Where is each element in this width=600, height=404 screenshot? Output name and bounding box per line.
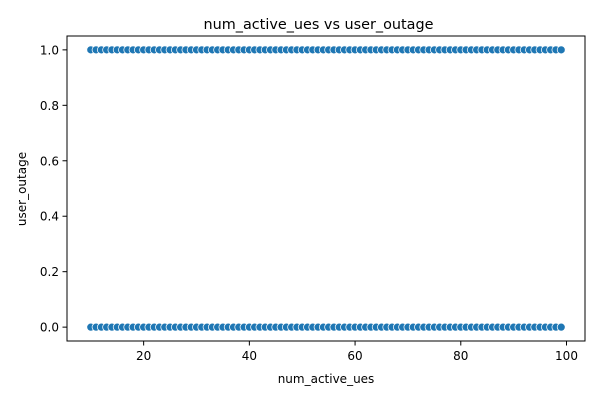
points-layer [86, 45, 566, 332]
scatter-point [556, 45, 566, 55]
ticks-layer: 20 40 60 80 100 0.0 0.2 0.4 0.6 0.8 1.0 [40, 43, 578, 363]
y-tick-label: 0.4 [40, 210, 59, 224]
y-tick-label: 0.2 [40, 265, 59, 279]
y-axis-label: user_outage [15, 152, 29, 226]
y-tick-label: 1.0 [40, 43, 59, 57]
x-tick-label: 20 [136, 349, 151, 363]
plot-area-frame [66, 35, 586, 342]
x-tick-label: 60 [347, 349, 362, 363]
y-tick-label: 0.0 [40, 321, 59, 335]
y-tick-label: 0.8 [40, 99, 59, 113]
x-tick-label: 80 [453, 349, 468, 363]
x-axis-label: num_active_ues [278, 372, 375, 386]
chart-title: num_active_ues vs user_outage [204, 17, 434, 33]
y-tick-label: 0.6 [40, 154, 59, 168]
x-tick-label: 40 [242, 349, 257, 363]
scatter-point [556, 322, 566, 332]
x-tick-label: 100 [555, 349, 578, 363]
